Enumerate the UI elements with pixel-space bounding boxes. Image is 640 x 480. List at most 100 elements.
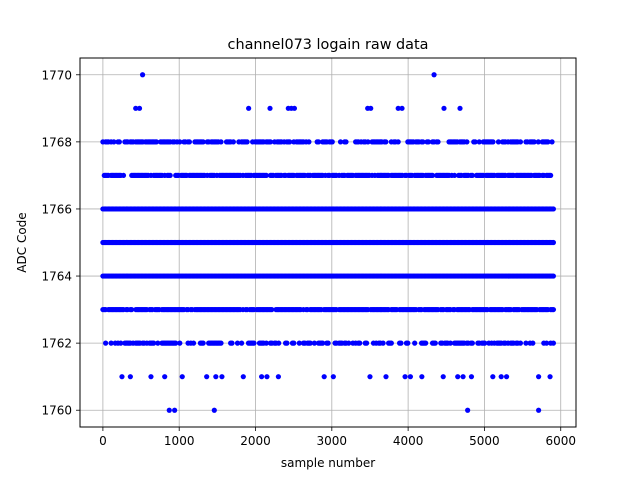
x-tick-label: 1000 — [164, 434, 195, 448]
data-point — [536, 407, 542, 413]
data-point — [550, 273, 557, 279]
x-tick-label: 4000 — [393, 434, 424, 448]
data-point — [423, 340, 429, 346]
y-tick-label: 1768 — [41, 135, 72, 149]
x-axis-ticks: 0 1000 2000 3000 4000 5000 6000 — [99, 427, 576, 448]
data-point — [325, 340, 331, 346]
data-point — [179, 374, 185, 380]
data-point — [447, 340, 453, 346]
data-point — [549, 139, 555, 145]
data-point — [357, 340, 363, 346]
data-point — [517, 139, 524, 145]
data-point — [402, 374, 408, 380]
data-point — [398, 340, 404, 346]
data-point — [367, 374, 373, 380]
data-point — [460, 374, 466, 380]
data-point — [550, 306, 557, 313]
data-point — [455, 374, 461, 380]
data-point — [395, 105, 401, 111]
y-tick-label: 1762 — [41, 337, 72, 351]
data-point — [457, 105, 463, 111]
data-point — [432, 340, 438, 346]
y-axis-ticks: 1760 1762 1764 1766 1768 1770 — [41, 68, 80, 418]
data-point — [229, 340, 235, 346]
data-point — [380, 340, 386, 346]
y-axis-label: ADC Code — [15, 212, 29, 272]
data-point — [153, 139, 160, 145]
data-point — [234, 340, 241, 346]
data-point — [167, 172, 173, 179]
data-point — [482, 340, 488, 346]
data-point — [425, 139, 432, 145]
data-point — [383, 374, 389, 380]
data-point — [530, 340, 536, 346]
data-point — [550, 340, 557, 346]
data-point — [435, 139, 441, 145]
x-tick-label: 2000 — [240, 434, 271, 448]
data-point — [136, 105, 143, 111]
x-tick-label: 5000 — [469, 434, 500, 448]
data-point — [240, 374, 246, 380]
data-point — [547, 374, 553, 380]
data-point — [173, 340, 179, 346]
data-point — [213, 374, 219, 380]
data-point — [306, 139, 312, 145]
data-point — [118, 340, 124, 346]
data-point — [330, 374, 336, 380]
data-point — [177, 139, 183, 145]
x-axis-label: sample number — [281, 456, 375, 470]
data-point — [129, 306, 135, 313]
data-point — [495, 139, 502, 145]
data-point — [263, 340, 269, 346]
data-point — [429, 172, 436, 179]
data-point — [127, 374, 133, 380]
data-point — [498, 374, 504, 380]
data-point — [259, 374, 265, 380]
data-point — [219, 374, 225, 380]
data-point — [291, 340, 297, 346]
data-point — [133, 105, 139, 111]
y-tick-label: 1764 — [41, 270, 72, 284]
data-point — [155, 340, 161, 346]
data-point — [119, 374, 125, 380]
data-point — [320, 340, 326, 346]
data-point — [321, 374, 327, 380]
data-point — [343, 139, 349, 145]
data-point — [536, 374, 542, 380]
data-point — [177, 340, 183, 346]
data-point — [251, 340, 257, 346]
data-point — [419, 374, 425, 380]
data-point — [550, 239, 557, 246]
data-point — [166, 407, 172, 413]
data-point — [296, 340, 302, 346]
data-point — [490, 139, 496, 145]
data-point — [440, 374, 446, 380]
data-point — [200, 139, 206, 145]
data-point — [230, 139, 236, 145]
data-point — [364, 340, 370, 346]
data-point — [451, 172, 458, 179]
chart-title: channel073 logain raw data — [228, 37, 429, 53]
data-point — [464, 139, 470, 145]
data-point — [263, 172, 269, 179]
x-tick-label: 3000 — [317, 434, 348, 448]
data-point — [523, 340, 529, 346]
data-point — [218, 139, 224, 145]
data-point — [399, 105, 405, 111]
data-point — [315, 139, 322, 145]
plot-frame — [79, 57, 577, 428]
data-point — [368, 105, 374, 111]
data-point — [267, 139, 274, 145]
data-point — [405, 340, 411, 346]
data-point — [337, 139, 344, 145]
data-point — [211, 407, 217, 413]
data-point — [490, 374, 496, 380]
data-point — [407, 374, 414, 380]
data-point — [545, 139, 551, 145]
data-point — [108, 340, 114, 346]
data-point — [543, 340, 550, 346]
data-point — [244, 139, 250, 145]
y-tick-label: 1760 — [41, 404, 72, 418]
data-point — [111, 139, 117, 145]
